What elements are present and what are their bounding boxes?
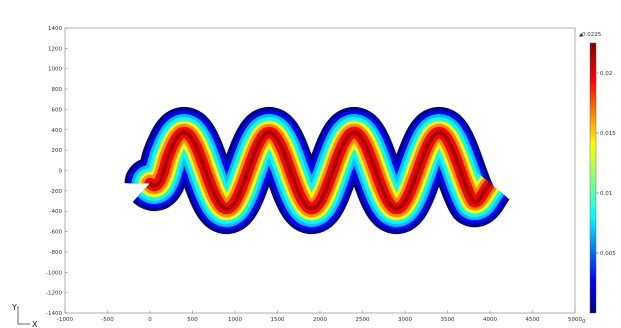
colorbar-tick-label: 0.015 [600,131,616,137]
y-tick-label: 200 [52,148,63,154]
y-tick-label: -400 [50,209,63,215]
x-tick-label: 3000 [398,317,412,323]
x-tick-label: 500 [187,317,198,323]
x-tick-label: 1500 [271,317,285,323]
y-tick-label: -800 [50,250,63,256]
y-tick-label: 1000 [48,67,62,73]
y-tick-label: -1200 [46,291,62,297]
triad-y-label: Y [11,303,17,312]
triad-x-label: X [32,320,38,328]
colorbar-max-label: 0.0225 [582,32,602,38]
y-axis-ticks: 1400 1200 1000 800 600 400 200 0 -200 -400 -600 -80… [46,26,68,317]
colorbar-tick-label: 0.01 [600,191,612,197]
x-axis-ticks: -1000 -500 0 500 1000 1500 2000 2500 3000 3500 400… [57,310,582,323]
x-tick-label: 2000 [313,317,327,323]
x-tick-label: 4000 [483,317,497,323]
colorbar-tick-label: 0.005 [600,251,616,257]
y-tick-label: 1200 [48,46,62,52]
colorbar-max-marker: ▲ [579,32,583,38]
x-tick-label: 1000 [228,317,242,323]
channel-field [124,106,515,235]
x-tick-label: -1000 [57,317,73,323]
y-tick-label: -600 [50,230,63,236]
y-tick-label: -200 [50,189,63,195]
x-tick-label: 0 [148,317,152,323]
x-tick-label: 4500 [526,317,540,323]
colorbar: 0.0225 ▲ 0 0.02 0.015 0.01 0.005 [579,32,616,325]
colorbar-tick-label: 0.02 [600,71,612,77]
y-tick-label: 1400 [48,26,62,32]
x-tick-label: 3500 [441,317,455,323]
axis-triad: Y X [11,303,38,328]
colorbar-min-label: 0 [582,319,586,325]
y-tick-label: -1000 [46,270,62,276]
colorbar-ticks: 0.02 0.015 0.01 0.005 [596,71,616,257]
y-tick-label: 0 [59,169,63,175]
x-tick-label: 5000 [568,317,582,323]
y-tick-label: 600 [52,107,63,113]
y-tick-label: 800 [52,87,63,93]
x-tick-label: -500 [101,317,114,323]
field-contour-band [147,130,492,211]
y-tick-label: 400 [52,128,63,134]
y-tick-label: -1400 [46,311,62,317]
colorbar-gradient [589,42,597,314]
x-tick-label: 2500 [356,317,370,323]
